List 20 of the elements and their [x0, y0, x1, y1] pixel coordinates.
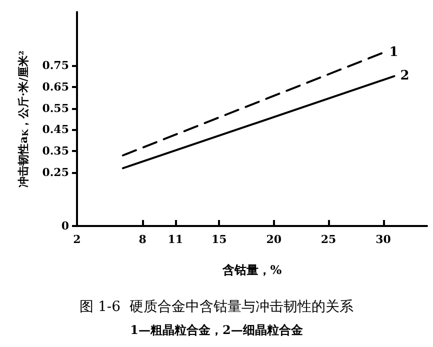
x-tick-label: 30	[376, 233, 392, 246]
y-tick-label: 0.75	[42, 59, 69, 72]
y-tick-label: 0.45	[42, 123, 69, 136]
y-axis-title: 冲击韧性aK，公斤·米/厘米²	[17, 50, 30, 188]
x-axis-title: 含钴量，%	[221, 263, 282, 277]
x-tick-label: 2	[73, 233, 81, 246]
text: 图 1-6 硬质合金中含钴量与冲击韧性的关系	[80, 299, 354, 315]
y-tick-label: 0.35	[42, 144, 69, 158]
x-tick-label: 25	[320, 233, 336, 246]
y-tick-label: 0.25	[42, 166, 69, 179]
series-label: 1	[389, 45, 398, 60]
x-tick-label: 15	[212, 233, 227, 246]
x-tick-label: 20	[266, 233, 282, 246]
x-tick-label: 11	[168, 233, 184, 246]
y-tick-label: 0	[61, 220, 70, 232]
y-tick-label: 0.65	[42, 80, 69, 94]
series-label: 2	[400, 68, 410, 84]
y-tick-label: 0.55	[42, 102, 69, 115]
text: 1—粗晶粒合金，2—细晶粒合金	[130, 323, 304, 337]
x-tick-label: 8	[138, 233, 147, 246]
